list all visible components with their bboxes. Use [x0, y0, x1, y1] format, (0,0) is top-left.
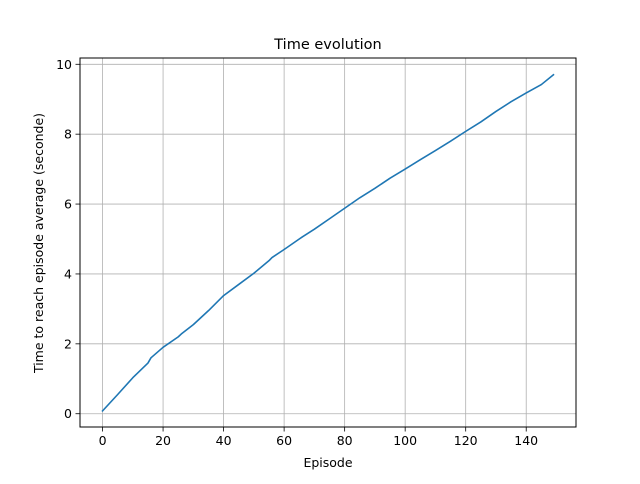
y-tick-label: 0: [64, 406, 72, 421]
x-tick-label: 80: [337, 433, 353, 448]
x-tick-label: 120: [454, 433, 478, 448]
x-tick-label: 140: [514, 433, 538, 448]
grid-lines: [80, 58, 576, 427]
x-axis-ticks: 0 20 40 60 80 100 120 140: [99, 427, 538, 448]
chart-title: Time evolution: [273, 37, 381, 53]
x-axis-label: Episode: [303, 455, 352, 470]
y-axis-label: Time to reach episode average (seconde): [31, 113, 46, 374]
y-axis-ticks: 0 2 4 6 8 10: [56, 57, 80, 421]
x-tick-label: 60: [276, 433, 292, 448]
series-line: [101, 73, 555, 413]
y-tick-label: 2: [64, 336, 72, 351]
y-tick-label: 6: [64, 197, 72, 212]
x-tick-label: 100: [393, 433, 417, 448]
y-tick-label: 10: [56, 57, 72, 72]
x-tick-label: 40: [216, 433, 232, 448]
y-tick-label: 8: [64, 127, 72, 142]
series-layer: [101, 73, 555, 413]
x-tick-label: 0: [99, 433, 107, 448]
plot-frame: [79, 57, 577, 428]
x-tick-label: 20: [155, 433, 171, 448]
y-tick-label: 4: [64, 266, 72, 281]
